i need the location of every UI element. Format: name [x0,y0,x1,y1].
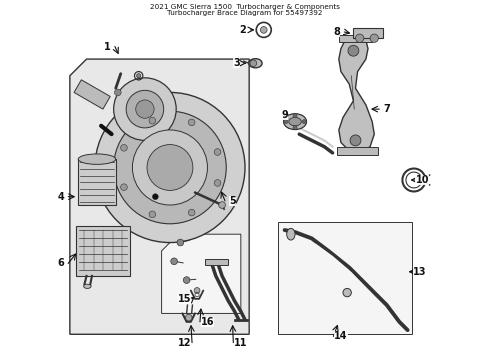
Ellipse shape [78,154,116,165]
Polygon shape [70,59,249,334]
Circle shape [147,145,193,190]
Text: 1: 1 [104,41,111,51]
Circle shape [284,120,288,124]
Text: 15: 15 [178,294,191,304]
Circle shape [293,114,297,118]
Bar [337,147,378,155]
Bar [339,35,372,42]
Circle shape [185,314,192,321]
Ellipse shape [287,228,295,240]
Ellipse shape [249,59,262,68]
Text: 6: 6 [57,258,64,269]
Circle shape [183,277,190,283]
Circle shape [171,258,177,265]
Circle shape [302,120,306,124]
Ellipse shape [343,288,351,297]
Circle shape [149,211,156,218]
Circle shape [137,74,141,78]
Circle shape [350,135,361,146]
Circle shape [132,130,207,205]
Text: Turbocharger Brace Diagram for 55497392: Turbocharger Brace Diagram for 55497392 [167,10,323,16]
Circle shape [188,119,195,126]
Bar [353,28,383,38]
Bar [76,226,130,276]
Circle shape [152,194,158,199]
Text: 10: 10 [416,175,429,185]
Circle shape [188,209,195,216]
Text: 2: 2 [240,25,246,35]
Circle shape [114,111,226,224]
Circle shape [370,34,378,42]
Text: 3: 3 [233,58,240,68]
Text: 7: 7 [383,104,390,114]
Circle shape [126,90,164,128]
Polygon shape [162,234,241,314]
Text: 13: 13 [414,267,427,277]
Text: 11: 11 [234,338,247,348]
Bar [78,159,116,205]
Text: 9: 9 [281,111,288,120]
Circle shape [95,93,245,243]
Circle shape [260,27,267,33]
Circle shape [214,180,221,186]
Polygon shape [339,38,374,153]
Text: 8: 8 [333,27,340,37]
Bar [278,222,412,334]
Ellipse shape [284,114,307,130]
Bar [205,259,228,265]
Circle shape [115,89,121,96]
Circle shape [121,184,127,190]
Text: 2021 GMC Sierra 1500  Turbocharger & Components: 2021 GMC Sierra 1500 Turbocharger & Comp… [150,4,340,10]
Circle shape [356,34,364,42]
Text: 14: 14 [334,331,348,341]
Text: 4: 4 [57,192,64,202]
Text: 5: 5 [229,196,236,206]
Text: 16: 16 [201,317,214,327]
Circle shape [219,202,225,208]
Circle shape [177,239,184,246]
Ellipse shape [289,117,301,126]
Circle shape [114,78,176,140]
Bar [74,80,110,109]
Circle shape [194,288,200,293]
Ellipse shape [84,284,91,288]
Circle shape [348,45,359,56]
Circle shape [121,144,127,151]
Circle shape [293,125,297,130]
Circle shape [149,117,156,124]
Text: 12: 12 [178,338,191,348]
Circle shape [214,149,221,156]
Circle shape [136,100,154,118]
Circle shape [250,60,257,67]
